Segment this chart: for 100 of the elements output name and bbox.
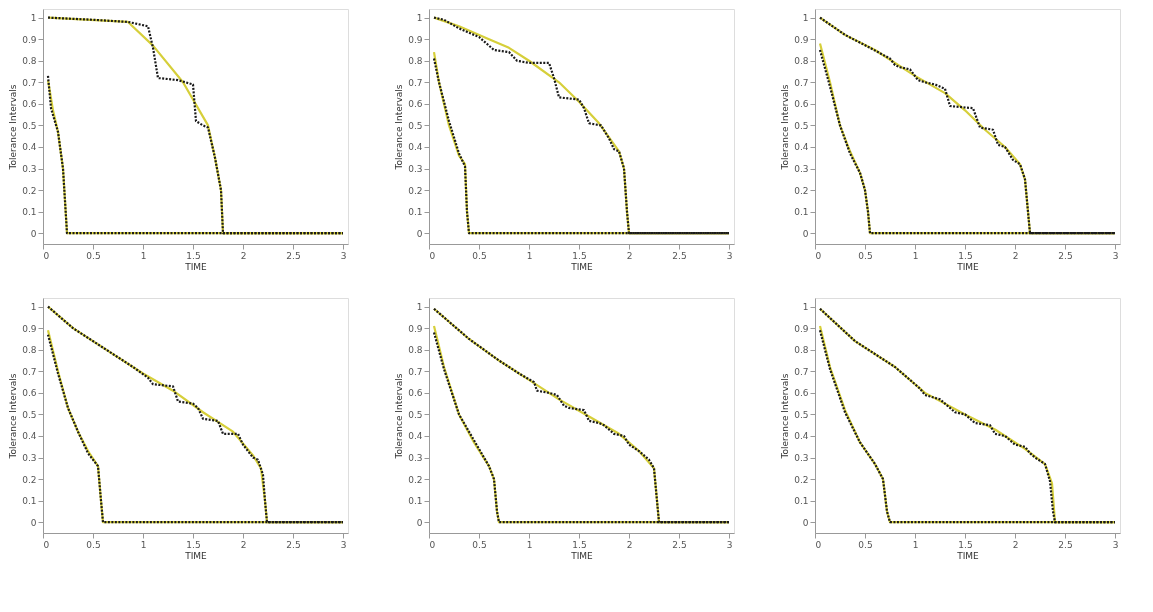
y-tick-label: 0.1 <box>22 496 37 507</box>
y-tick-label: 0.2 <box>22 474 37 485</box>
x-tick-label: 1.5 <box>958 250 973 261</box>
x-tick-label: 0 <box>43 539 50 550</box>
x-tick-label: 1.5 <box>186 250 201 261</box>
x-tick-label: 2.5 <box>1058 539 1073 550</box>
y-tick-label: 0.8 <box>22 56 37 67</box>
y-tick-label: 0.1 <box>22 207 37 218</box>
x-tick-label: 0.5 <box>858 250 873 261</box>
y-tick-label: 0.3 <box>794 453 809 464</box>
x-tick-label: 2 <box>626 250 633 261</box>
x-tick-label: 1 <box>912 250 919 261</box>
y-tick-label: 0.5 <box>794 409 809 420</box>
y-tick-label: 1 <box>416 302 423 313</box>
x-tick-label: 3 <box>726 250 733 261</box>
y-tick-label: 0.6 <box>408 99 423 110</box>
x-tick-label: 0 <box>815 539 822 550</box>
y-tick-label: 0 <box>416 517 423 528</box>
x-tick-label: 0.5 <box>86 539 101 550</box>
y-tick-label: 0 <box>802 517 809 528</box>
x-tick-label: 2.5 <box>286 539 301 550</box>
y-tick-label: 0.4 <box>22 431 37 442</box>
x-tick-label: 2.5 <box>672 250 687 261</box>
y-axis-title: Tolerance Intervals <box>8 373 19 460</box>
y-tick-label: 0.7 <box>22 366 37 377</box>
y-tick-label: 0.7 <box>22 77 37 88</box>
y-tick-label: 0.4 <box>794 142 809 153</box>
x-tick-label: 0.5 <box>472 250 487 261</box>
y-tick-label: 0.3 <box>408 453 423 464</box>
x-tick-label: 1 <box>140 250 147 261</box>
y-tick-label: 0.5 <box>408 120 423 131</box>
y-tick-label: 0.8 <box>408 345 423 356</box>
y-tick-label: 0.2 <box>408 474 423 485</box>
y-tick-label: 0.1 <box>408 496 423 507</box>
y-tick-label: 0.5 <box>408 409 423 420</box>
y-axis-title: Tolerance Intervals <box>394 373 405 460</box>
y-tick-label: 0.3 <box>408 164 423 175</box>
x-tick-label: 0.5 <box>86 250 101 261</box>
y-tick-label: 0.8 <box>794 56 809 67</box>
x-axis-title: TIME <box>570 261 594 272</box>
x-tick-label: 3 <box>1112 539 1119 550</box>
x-tick-label: 1 <box>140 539 147 550</box>
y-tick-label: 0.9 <box>794 323 809 334</box>
y-tick-label: 0 <box>30 517 37 528</box>
x-tick-label: 3 <box>340 539 347 550</box>
y-tick-label: 0 <box>416 228 423 239</box>
x-tick-label: 0 <box>429 250 436 261</box>
y-tick-label: 0.5 <box>22 120 37 131</box>
y-tick-label: 0.1 <box>794 207 809 218</box>
x-tick-label: 2.5 <box>286 250 301 261</box>
x-tick-label: 3 <box>1112 250 1119 261</box>
y-tick-label: 0.2 <box>794 185 809 196</box>
x-tick-label: 2 <box>240 539 247 550</box>
y-tick-label: 0.5 <box>22 409 37 420</box>
y-tick-label: 0.4 <box>794 431 809 442</box>
x-tick-label: 1.5 <box>572 539 587 550</box>
x-tick-label: 3 <box>340 250 347 261</box>
y-tick-label: 0.8 <box>408 56 423 67</box>
y-tick-label: 1 <box>802 302 809 313</box>
x-tick-label: 3 <box>726 539 733 550</box>
x-axis-title: TIME <box>184 261 208 272</box>
y-axis-title: Tolerance Intervals <box>780 373 791 460</box>
y-tick-label: 0.9 <box>22 323 37 334</box>
y-tick-label: 1 <box>30 13 37 24</box>
y-tick-label: 0.7 <box>794 77 809 88</box>
x-tick-label: 2 <box>1012 250 1019 261</box>
x-axis-title: TIME <box>956 261 980 272</box>
y-tick-label: 0.6 <box>794 99 809 110</box>
y-tick-label: 1 <box>802 13 809 24</box>
x-tick-label: 0 <box>815 250 822 261</box>
y-tick-label: 0.7 <box>408 77 423 88</box>
x-tick-label: 1.5 <box>186 539 201 550</box>
y-tick-label: 0.6 <box>22 388 37 399</box>
x-tick-label: 1.5 <box>572 250 587 261</box>
y-tick-label: 0.4 <box>408 431 423 442</box>
x-axis-title: TIME <box>184 550 208 561</box>
y-tick-label: 0 <box>802 228 809 239</box>
y-tick-label: 0 <box>30 228 37 239</box>
x-tick-label: 1 <box>526 250 533 261</box>
y-tick-label: 0.9 <box>22 34 37 45</box>
y-tick-label: 0.5 <box>794 120 809 131</box>
x-tick-label: 2 <box>1012 539 1019 550</box>
y-tick-label: 0.2 <box>408 185 423 196</box>
y-tick-label: 0.2 <box>22 185 37 196</box>
y-axis-title: Tolerance Intervals <box>780 84 791 171</box>
y-tick-label: 0.8 <box>794 345 809 356</box>
x-axis-title: TIME <box>570 550 594 561</box>
y-tick-label: 0.3 <box>22 164 37 175</box>
x-tick-label: 2 <box>240 250 247 261</box>
y-tick-label: 0.6 <box>22 99 37 110</box>
x-tick-label: 0 <box>429 539 436 550</box>
y-axis-title: Tolerance Intervals <box>394 84 405 171</box>
y-axis-title: Tolerance Intervals <box>8 84 19 171</box>
y-tick-label: 0.1 <box>794 496 809 507</box>
x-tick-label: 0.5 <box>858 539 873 550</box>
x-tick-label: 1.5 <box>958 539 973 550</box>
y-tick-label: 0.2 <box>794 474 809 485</box>
x-tick-label: 2.5 <box>672 539 687 550</box>
y-tick-label: 0.3 <box>794 164 809 175</box>
y-tick-label: 0.7 <box>408 366 423 377</box>
